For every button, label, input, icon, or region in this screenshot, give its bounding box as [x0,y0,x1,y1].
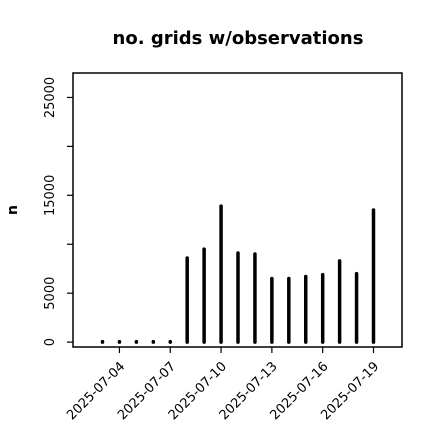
y-axis: 0 5000 15000 25000 [43,77,73,346]
chart-title: no. grids w/observations [113,28,364,49]
y-tick-label: 15000 [43,175,58,216]
y-tick-label: 25000 [43,77,58,118]
y-tick-label: 0 [43,338,58,346]
x-axis: 2025-07-042025-07-072025-07-102025-07-13… [64,347,382,423]
bars-group [100,204,376,344]
plot-frame [72,72,403,348]
y-tick-label: 5000 [43,277,58,310]
y-axis-label: n [5,205,21,215]
